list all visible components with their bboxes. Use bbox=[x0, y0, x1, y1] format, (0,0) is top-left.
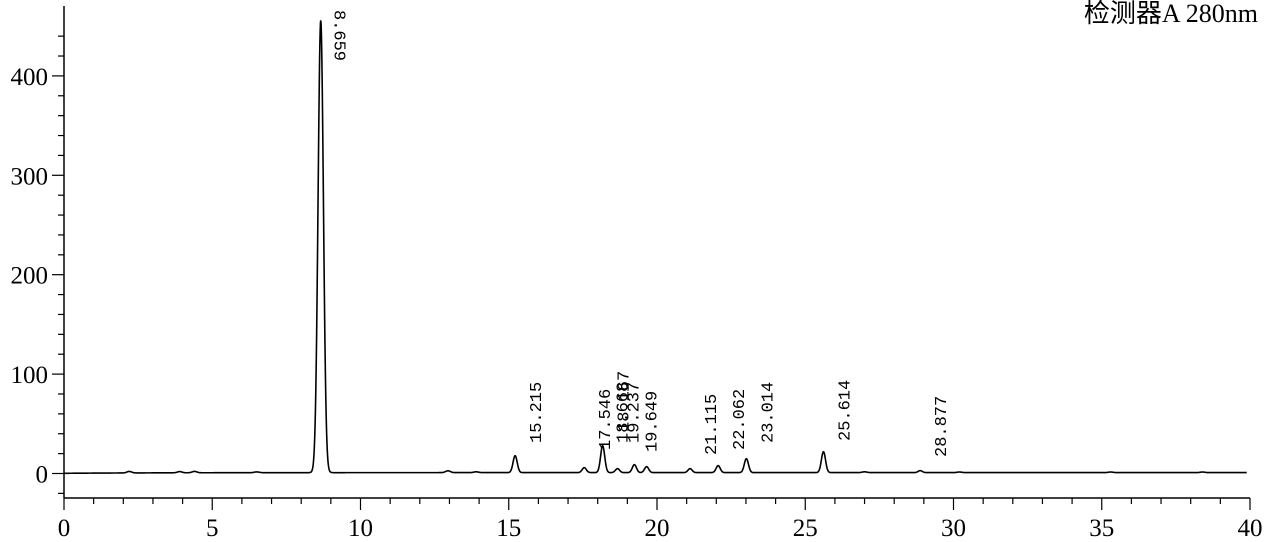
x-tick-label: 5 bbox=[206, 515, 219, 542]
y-tick-label: 300 bbox=[11, 163, 49, 190]
peak-label: 23.014 bbox=[759, 382, 778, 443]
peak-label: 15.215 bbox=[528, 382, 547, 443]
peak-label: 25.614 bbox=[836, 380, 855, 441]
x-tick-label: 0 bbox=[58, 515, 71, 542]
peak-label: 19.237 bbox=[625, 382, 644, 443]
peak-label: 8.659 bbox=[329, 10, 348, 61]
x-tick-label: 40 bbox=[1238, 515, 1263, 542]
x-tick-label: 15 bbox=[496, 515, 521, 542]
y-tick-label: 200 bbox=[11, 263, 49, 290]
x-tick-label: 25 bbox=[793, 515, 818, 542]
detector-label: 检测器A 280nm bbox=[1084, 0, 1258, 28]
peak-label: 22.062 bbox=[731, 389, 750, 450]
x-tick-label: 35 bbox=[1089, 515, 1114, 542]
peak-label: 18.668 bbox=[615, 382, 634, 443]
y-tick-label: 400 bbox=[11, 64, 49, 91]
peak-label: 19.649 bbox=[644, 391, 663, 452]
y-tick-label: 0 bbox=[36, 462, 49, 489]
chromatogram-trace bbox=[64, 20, 1247, 475]
peak-label: 18.167 bbox=[616, 371, 635, 432]
y-tick-label: 100 bbox=[11, 362, 49, 389]
peak-label: 28.877 bbox=[933, 396, 952, 457]
x-tick-label: 10 bbox=[348, 515, 373, 542]
peak-label: 17.546 bbox=[597, 389, 616, 450]
x-tick-label: 20 bbox=[645, 515, 670, 542]
x-tick-label: 30 bbox=[941, 515, 966, 542]
peak-label: 21.115 bbox=[703, 394, 722, 455]
